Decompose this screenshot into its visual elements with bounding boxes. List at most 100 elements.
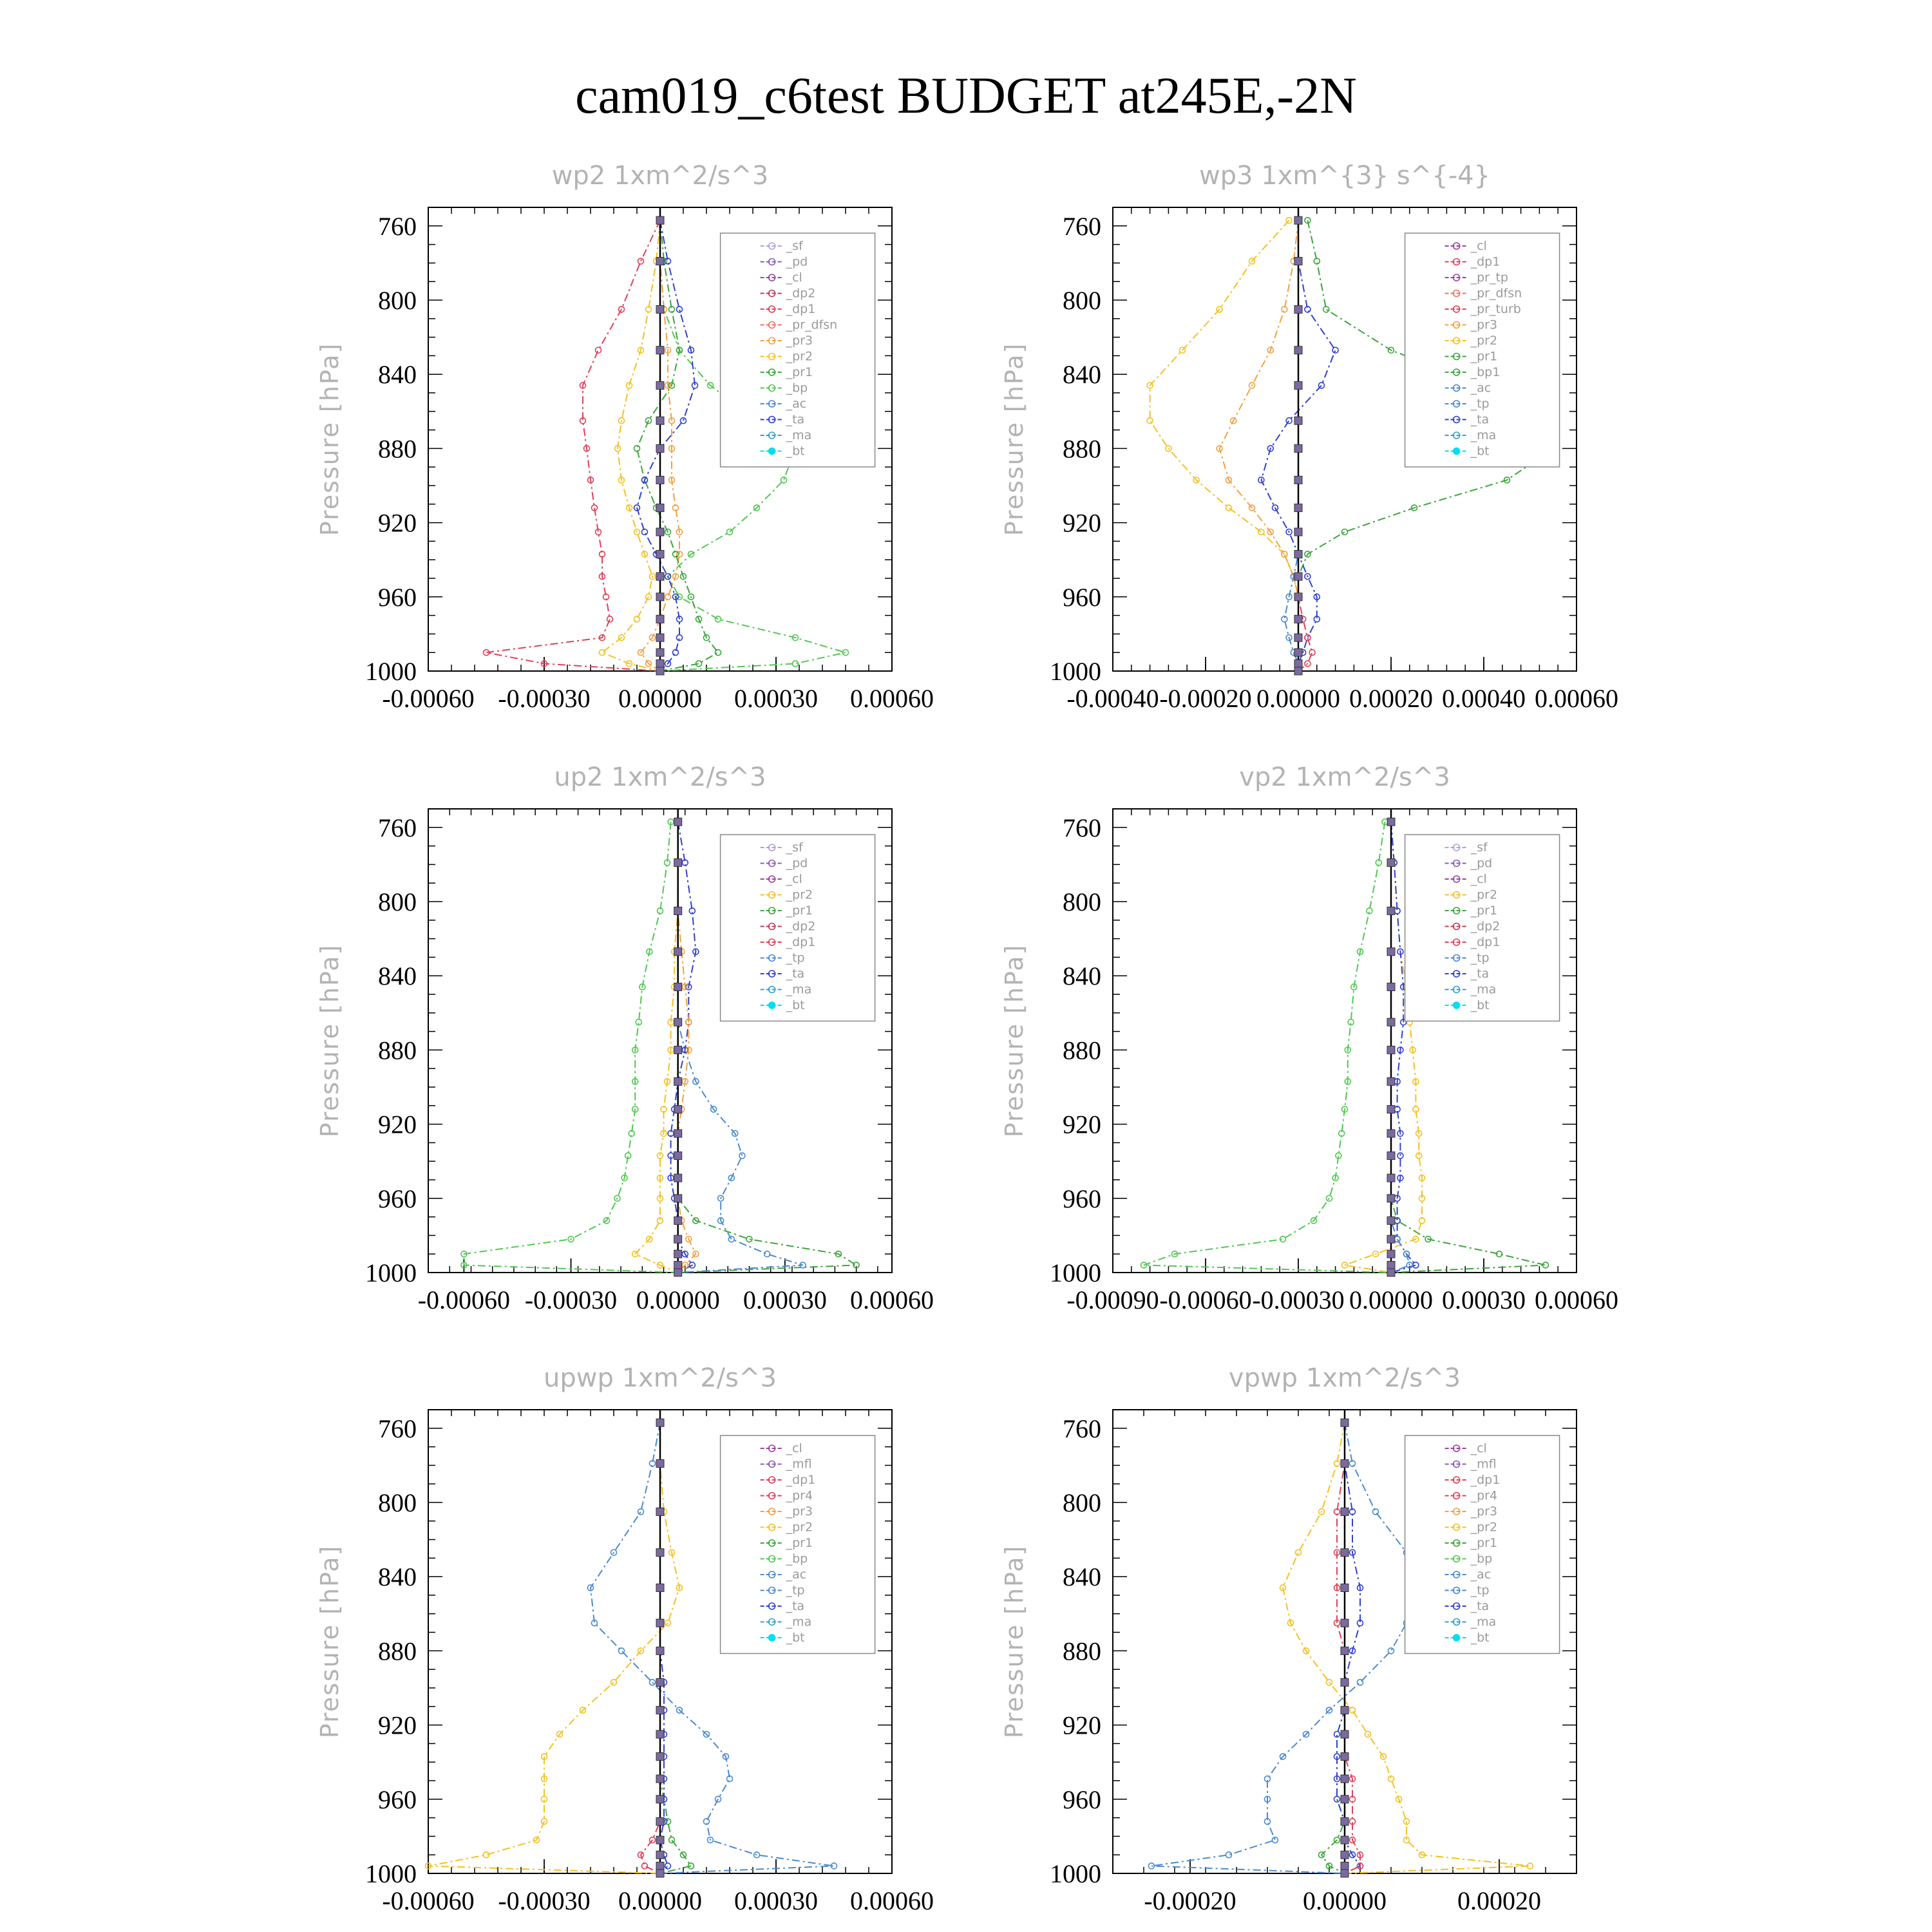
y-tick-label: 760 — [1063, 1414, 1101, 1443]
series-point — [1418, 1851, 1426, 1859]
series-line — [1218, 220, 1299, 671]
x-tick-label: 0.00020 — [1457, 1886, 1541, 1915]
zero-marker — [1340, 1583, 1349, 1592]
panel-4: vp2 1xm^2/s^3 Pressure [hPa] 760 800 840 880 9… — [1000, 762, 1618, 1314]
y-tick-label: 800 — [1063, 286, 1101, 315]
x-tick-label: 0.00030 — [1442, 1285, 1526, 1314]
series-point — [1356, 1679, 1364, 1686]
y-tick-label: 800 — [378, 286, 417, 315]
legend-entry: _pr_turb — [1470, 302, 1521, 316]
series-line — [677, 822, 803, 1273]
series-point — [668, 477, 676, 484]
series-point — [692, 948, 699, 956]
zero-marker — [1387, 1105, 1396, 1114]
y-tick-label: 1000 — [365, 1859, 417, 1888]
series-point — [676, 306, 683, 313]
legend-swatch-marker — [768, 985, 776, 994]
zero-marker — [1340, 1850, 1349, 1859]
zero-marker — [1387, 1151, 1396, 1160]
legend-entry: _pr1 — [1470, 350, 1497, 364]
series-point — [746, 1235, 753, 1243]
series-point — [618, 1647, 625, 1654]
series-point — [739, 1152, 746, 1159]
y-tick-label: 880 — [378, 434, 417, 463]
series-point — [688, 907, 696, 914]
series-point — [614, 445, 621, 452]
series-point — [717, 1195, 724, 1202]
series-point — [1350, 983, 1358, 990]
y-axis-label: Pressure [hPa] — [316, 343, 344, 536]
legend-swatch-marker — [1452, 337, 1461, 345]
legend-entry: _pd — [1470, 857, 1493, 871]
zero-marker — [656, 667, 665, 676]
series-point — [791, 660, 799, 667]
series-point — [637, 1647, 645, 1654]
x-tick-label: 0.00030 — [734, 684, 818, 713]
series-point — [1325, 1862, 1333, 1870]
series-point — [649, 573, 656, 580]
legend-swatch-marker — [768, 922, 776, 931]
legend-entry: _ta — [1470, 413, 1490, 427]
series-point — [714, 649, 722, 656]
series-point — [1341, 1262, 1349, 1269]
series-point — [1397, 1152, 1404, 1159]
series-point — [1264, 1795, 1271, 1803]
legend-entry: _dp1 — [786, 935, 816, 949]
zero-marker — [656, 1418, 665, 1427]
legend-entry: _ac — [1470, 1567, 1492, 1582]
legend-box — [1404, 834, 1560, 1022]
legend-entry: _bt — [1470, 998, 1490, 1012]
y-tick-label: 840 — [378, 360, 417, 389]
series-point — [635, 1018, 643, 1026]
series-point — [1264, 1775, 1271, 1783]
legend-entry: _cl — [1470, 1441, 1487, 1455]
legend-entry: _ac — [786, 397, 807, 411]
legend-swatch-marker — [1452, 954, 1461, 962]
legend-swatch-marker — [768, 891, 776, 899]
series-point — [780, 477, 788, 484]
zero-marker — [1340, 1817, 1349, 1826]
legend-entry: _pr1 — [1470, 1536, 1497, 1550]
legend-swatch-marker — [768, 368, 776, 376]
legend-entry: _bp — [786, 1552, 808, 1566]
series-point — [631, 1250, 639, 1258]
zero-marker — [1387, 1194, 1396, 1203]
legend-box — [719, 232, 876, 468]
y-tick-label: 1000 — [365, 1258, 417, 1287]
legend-swatch-marker — [1452, 289, 1461, 298]
series-point — [1349, 1851, 1356, 1859]
legend-swatch-marker — [768, 970, 776, 978]
series-point — [1309, 649, 1316, 656]
y-tick-label: 960 — [378, 1184, 417, 1213]
zero-marker — [656, 1507, 665, 1516]
zero-marker — [1294, 257, 1303, 266]
legend-swatch-marker — [1452, 844, 1461, 851]
series-line — [463, 822, 678, 1273]
legend-swatch-marker — [768, 1555, 776, 1563]
legend-swatch-marker — [1452, 258, 1461, 266]
series-point — [672, 573, 679, 580]
series-point — [1387, 1775, 1395, 1783]
panel-title: vp2 1xm^2/s^3 — [1239, 762, 1450, 792]
panel-3: up2 1xm^2/s^3 Pressure [hPa] 760 800 840 880 9… — [316, 762, 934, 1314]
y-tick-label: 1000 — [1050, 1258, 1101, 1287]
series-point — [1318, 1508, 1325, 1515]
zero-marker — [1294, 592, 1303, 601]
zero-marker — [1340, 1618, 1349, 1627]
series-point — [664, 573, 672, 580]
x-tick-label: 0.00000 — [636, 1285, 720, 1314]
series-point — [641, 528, 649, 536]
series-point — [1333, 1753, 1341, 1760]
series-point — [668, 306, 676, 313]
series-point — [1267, 528, 1274, 536]
series-point — [1332, 1174, 1339, 1182]
series-point — [703, 1730, 710, 1738]
series-point — [1304, 660, 1311, 667]
series-point — [685, 1046, 692, 1054]
zero-marker — [674, 1260, 683, 1269]
zero-marker — [1294, 527, 1303, 536]
series-point — [676, 593, 683, 601]
series-point — [1372, 1508, 1379, 1515]
x-tick-label: -0.00090 — [1066, 1285, 1159, 1314]
